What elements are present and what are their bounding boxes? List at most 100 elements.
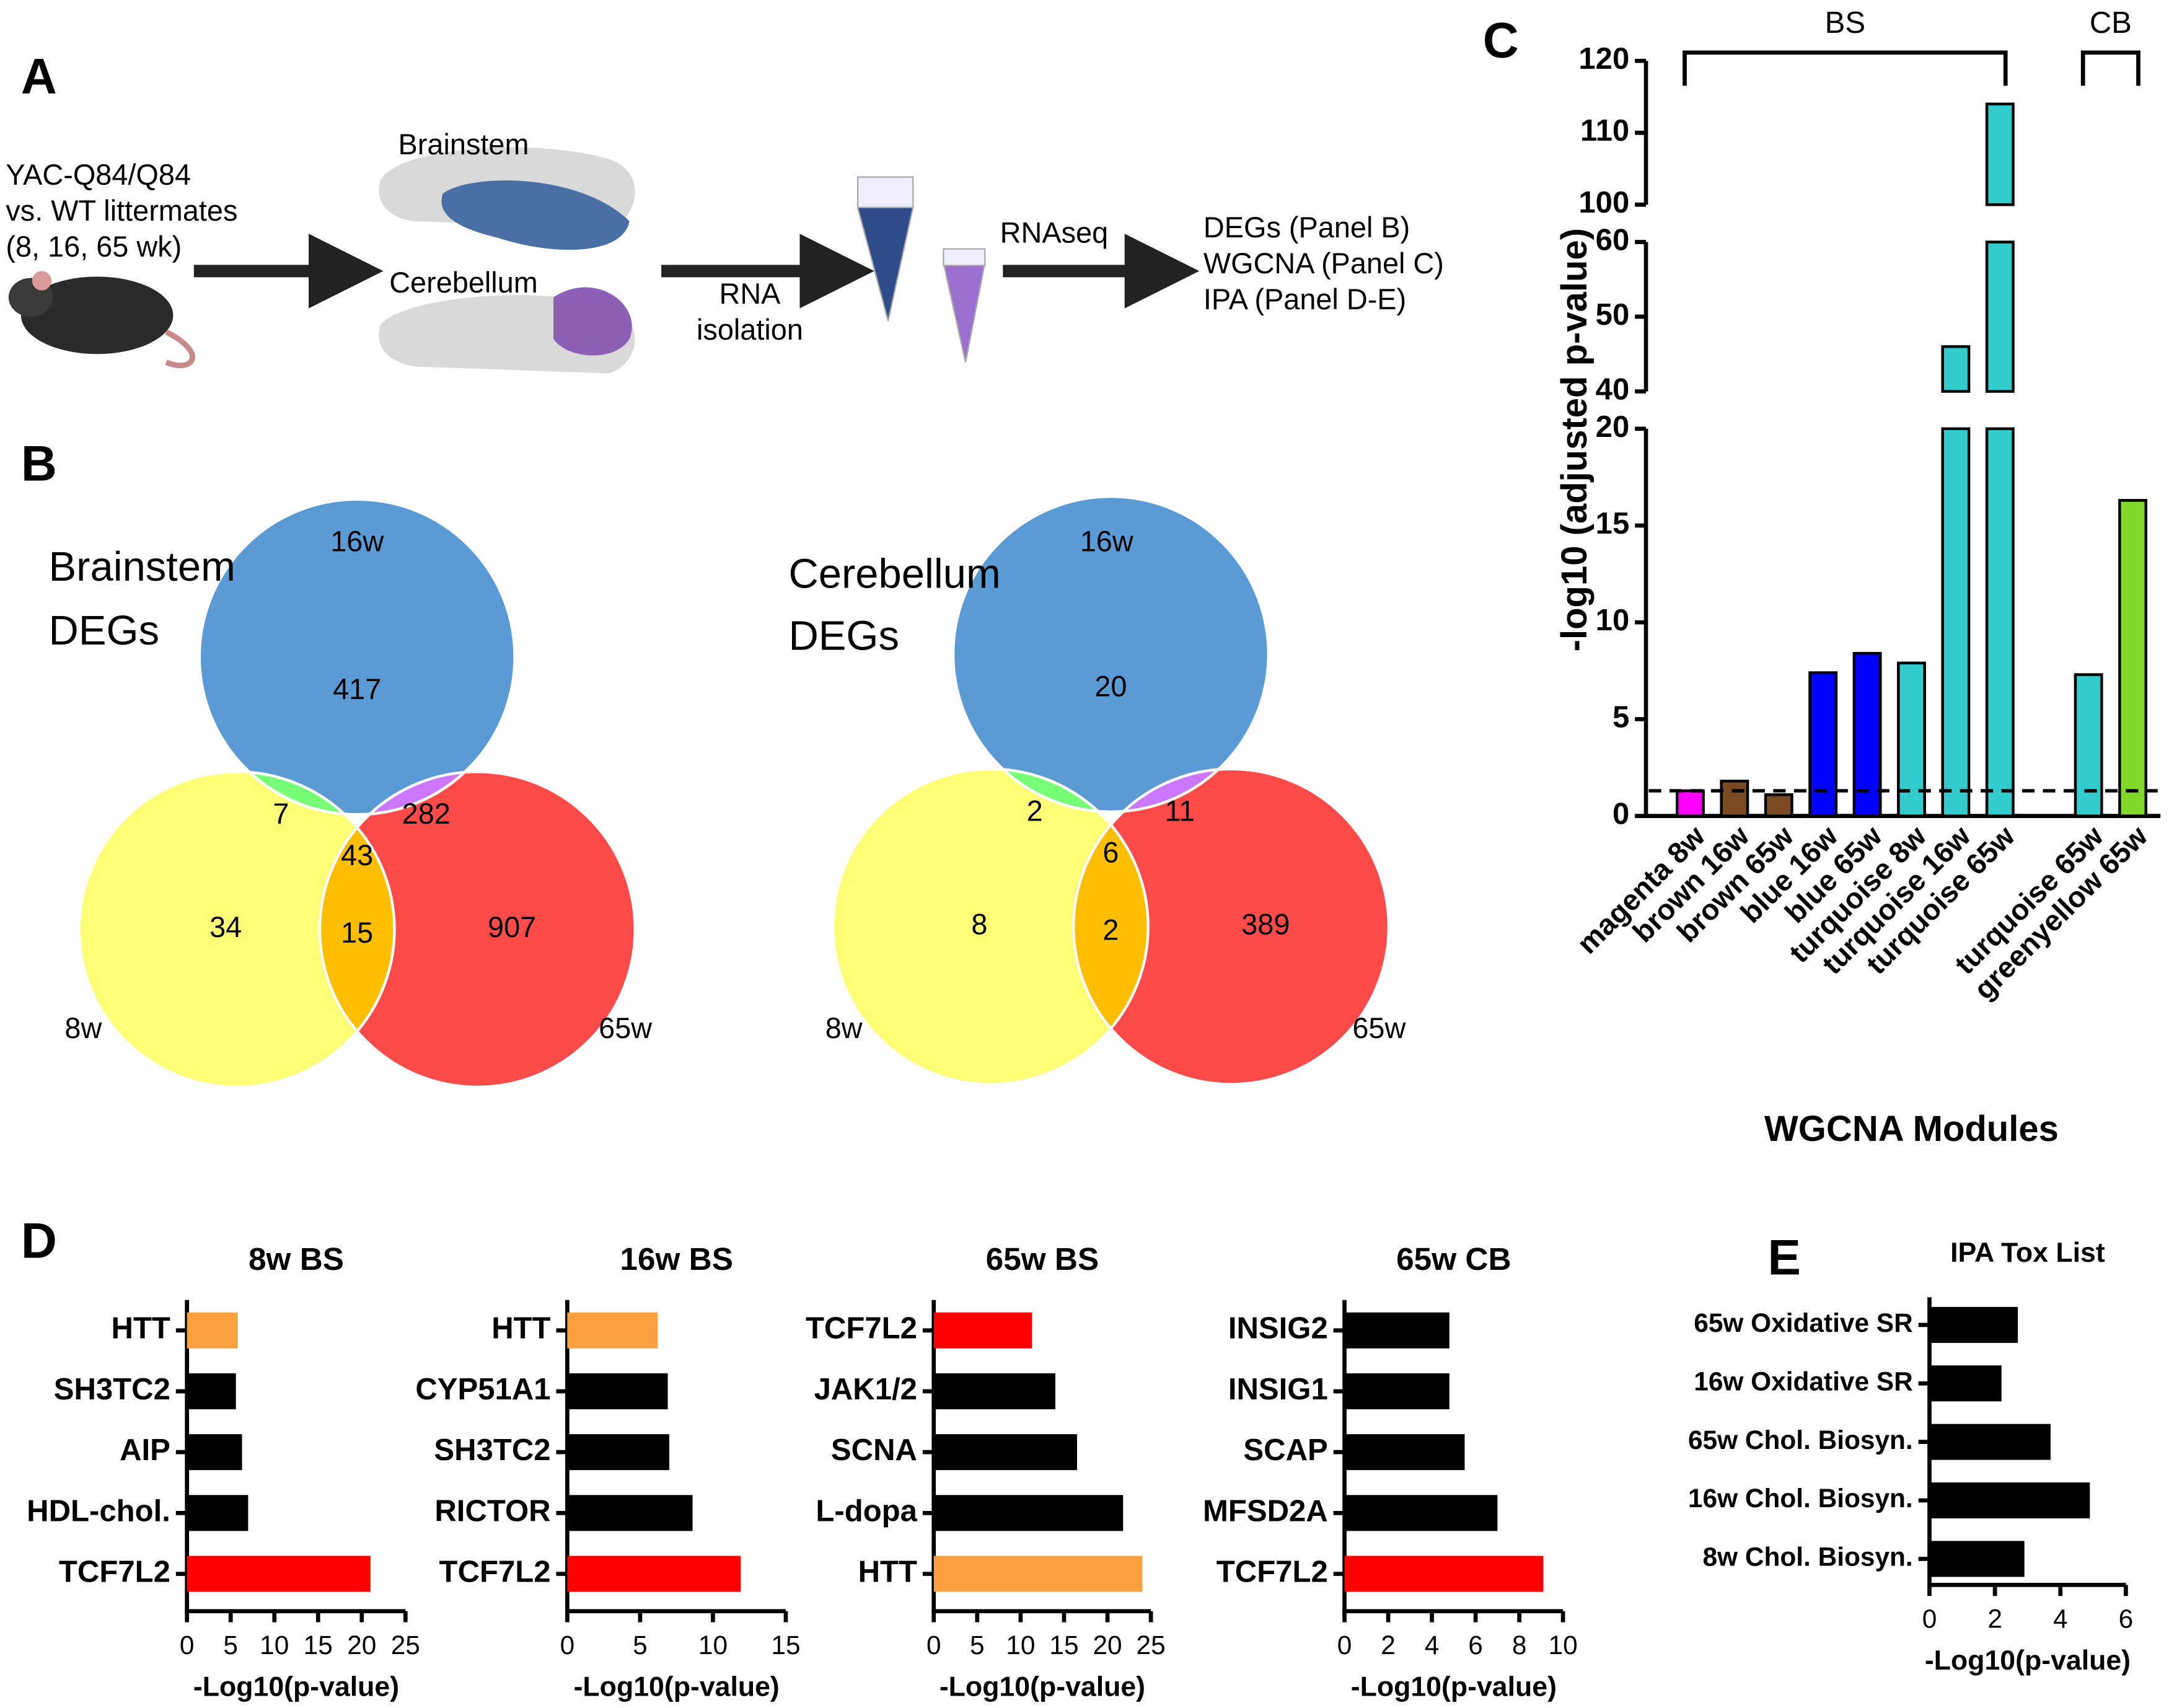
x-axis-label: -Log10(p-value) bbox=[1351, 1672, 1557, 1702]
x-tick-label: 8 bbox=[1512, 1631, 1527, 1660]
bar bbox=[187, 1495, 249, 1531]
x-tick-label: 2 bbox=[1987, 1605, 2002, 1634]
bar bbox=[187, 1312, 238, 1349]
chart-title: IPA Tox List bbox=[1950, 1238, 2105, 1268]
venn-count: 2 bbox=[1027, 795, 1043, 827]
diagram-label: YAC-Q84/Q84 bbox=[6, 159, 191, 191]
x-tick-label: 0 bbox=[926, 1631, 941, 1660]
bar bbox=[2074, 673, 2103, 817]
bar bbox=[2118, 499, 2147, 817]
y-tick-label: HTT bbox=[491, 1312, 550, 1345]
venn-count: 389 bbox=[1241, 909, 1290, 941]
venn-count: 8 bbox=[971, 909, 987, 941]
y-tick-label: SCAP bbox=[1243, 1433, 1327, 1467]
x-tick-label: 6 bbox=[1468, 1631, 1483, 1660]
bar bbox=[1808, 671, 1838, 817]
venn-count: 43 bbox=[341, 839, 373, 871]
venn-title: DEGs bbox=[49, 607, 160, 654]
venn-region bbox=[953, 496, 1269, 812]
y-tick-label: HTT bbox=[858, 1556, 917, 1589]
diagram-label: Cerebellum bbox=[389, 266, 538, 299]
venn-region bbox=[79, 772, 395, 1088]
y-tick-label: 16w Chol. Biosyn. bbox=[1688, 1484, 1913, 1513]
y-tick-label: AIP bbox=[120, 1433, 170, 1467]
y-tick-label: TCF7L2 bbox=[59, 1556, 170, 1589]
x-tick-label: 5 bbox=[223, 1631, 238, 1660]
venn-region bbox=[1073, 768, 1389, 1085]
x-tick-label: 20 bbox=[1093, 1631, 1122, 1660]
venn-set-label: 8w bbox=[64, 1012, 102, 1044]
y-tick-label: SH3TC2 bbox=[54, 1373, 170, 1406]
venn-count: 20 bbox=[1094, 671, 1127, 703]
venn-set-label: 16w bbox=[1080, 525, 1133, 557]
bar bbox=[187, 1556, 371, 1592]
bar bbox=[187, 1434, 242, 1471]
panel-label: A bbox=[21, 49, 57, 105]
bar bbox=[933, 1373, 1055, 1409]
y-tick-label: 65w Oxidative SR bbox=[1694, 1308, 1912, 1337]
group-label: CB bbox=[2090, 6, 2132, 40]
bar bbox=[187, 1373, 236, 1409]
chart-title: 8w BS bbox=[249, 1241, 344, 1277]
x-tick-label: 25 bbox=[391, 1631, 420, 1660]
venn-count: 417 bbox=[333, 673, 381, 705]
bar bbox=[933, 1312, 1032, 1349]
chart-title: 16w BS bbox=[620, 1241, 733, 1277]
bar bbox=[1675, 789, 1705, 817]
venn-region bbox=[832, 768, 1148, 1085]
x-tick-label: 5 bbox=[633, 1631, 648, 1660]
diagram-label: vs. WT littermates bbox=[6, 195, 237, 227]
panel-label: E bbox=[1767, 1230, 1801, 1285]
panel-label: B bbox=[21, 436, 57, 491]
bar bbox=[567, 1495, 693, 1531]
venn-set-label: 8w bbox=[825, 1012, 863, 1044]
bar bbox=[1929, 1482, 2090, 1519]
y-tick-label: 15 bbox=[1596, 507, 1630, 540]
venn-count: 11 bbox=[1165, 795, 1195, 827]
y-tick-label: TCF7L2 bbox=[806, 1312, 917, 1345]
x-tick-label: 6 bbox=[2119, 1605, 2134, 1634]
y-tick-label: L-dopa bbox=[816, 1494, 917, 1528]
group-label: BS bbox=[1825, 6, 1865, 40]
venn-set-label: 65w bbox=[1352, 1012, 1406, 1044]
y-tick-label: 20 bbox=[1596, 410, 1630, 444]
diagram-label: isolation bbox=[697, 314, 803, 346]
venn-region bbox=[199, 499, 515, 815]
x-tick-label: 0 bbox=[1922, 1605, 1937, 1634]
group-bracket bbox=[2080, 50, 2140, 86]
y-tick-label: TCF7L2 bbox=[1216, 1556, 1328, 1589]
bar bbox=[1985, 427, 2015, 817]
x-tick-label: 10 bbox=[1006, 1631, 1035, 1660]
venn-set-label: 16w bbox=[330, 525, 384, 557]
y-tick-label: INSIG1 bbox=[1228, 1373, 1328, 1406]
bar bbox=[933, 1495, 1124, 1531]
diagram-label: DEGs (Panel B) bbox=[1203, 211, 1410, 244]
bar bbox=[1764, 793, 1793, 817]
bar bbox=[567, 1434, 669, 1471]
bar bbox=[1344, 1434, 1465, 1471]
bar bbox=[1344, 1556, 1544, 1592]
x-tick-label: 4 bbox=[2053, 1605, 2068, 1634]
diagram-label: IPA (Panel D-E) bbox=[1203, 283, 1406, 315]
y-tick-label: HTT bbox=[112, 1312, 170, 1345]
x-axis-label: -Log10(p-value) bbox=[939, 1672, 1145, 1702]
x-axis-label: WGCNA Modules bbox=[1764, 1109, 2059, 1149]
y-tick-label: 100 bbox=[1578, 186, 1629, 219]
y-tick-label: SH3TC2 bbox=[434, 1433, 550, 1467]
chart-title: 65w CB bbox=[1396, 1241, 1511, 1277]
y-tick-label: TCF7L2 bbox=[439, 1556, 551, 1589]
venn-set-label: 65w bbox=[599, 1012, 652, 1044]
y-tick-label: 0 bbox=[1612, 798, 1629, 831]
bar bbox=[1929, 1424, 2051, 1460]
x-tick-label: 25 bbox=[1137, 1631, 1166, 1660]
x-tick-label: 0 bbox=[560, 1631, 575, 1660]
bar bbox=[1929, 1541, 2025, 1577]
x-tick-label: 0 bbox=[1337, 1631, 1352, 1660]
x-tick-label: 10 bbox=[698, 1631, 728, 1660]
panel-label: D bbox=[21, 1213, 57, 1269]
venn-region bbox=[319, 772, 635, 1088]
x-axis-label: -Log10(p-value) bbox=[574, 1672, 780, 1702]
diagram-label: (8, 16, 65 wk) bbox=[6, 231, 182, 263]
diagram-text: YAC-Q84/Q84 vs. WT littermates (8, 16, 65 … bbox=[6, 128, 1444, 346]
